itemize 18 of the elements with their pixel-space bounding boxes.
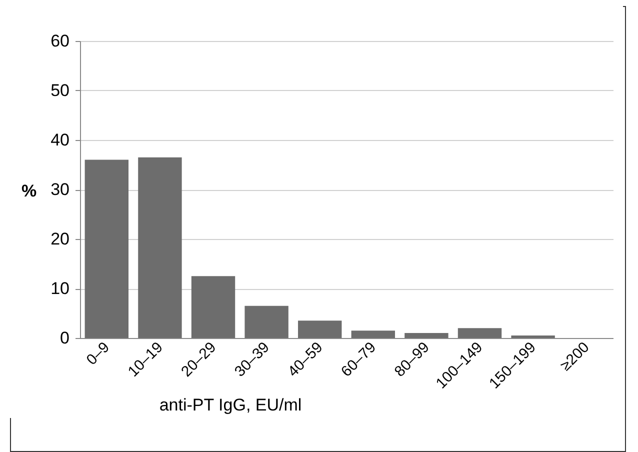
bar — [298, 320, 342, 338]
y-tick-label: 30 — [50, 180, 70, 199]
bar — [84, 160, 129, 338]
y-tick-label: 20 — [50, 230, 70, 248]
bar — [458, 328, 502, 338]
x-axis-title: anti-PT IgG, EU/ml — [159, 395, 302, 414]
y-axis-title: % — [21, 182, 37, 200]
bar — [244, 306, 288, 338]
y-tick-label: 40 — [50, 130, 70, 150]
x-tick-label: 0–9 — [83, 338, 114, 369]
y-tick-label: 50 — [50, 81, 70, 100]
y-tick-label: 60 — [50, 32, 70, 50]
y-tick-label: 10 — [50, 279, 70, 298]
y-tick-label: 0 — [60, 328, 70, 348]
bar — [138, 157, 182, 338]
bar — [191, 276, 236, 338]
bar — [404, 333, 448, 338]
bar — [351, 330, 396, 338]
